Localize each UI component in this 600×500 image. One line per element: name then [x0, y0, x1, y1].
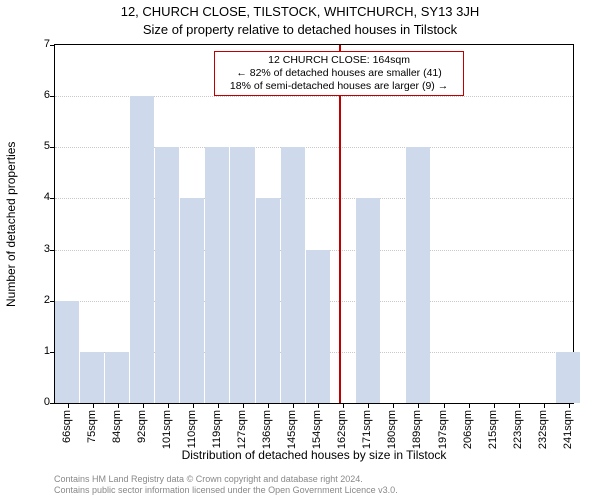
footer-attribution: Contains HM Land Registry data © Crown c…: [0, 474, 600, 497]
x-tick-mark: [343, 403, 344, 408]
x-tick-label: 223sqm: [512, 410, 524, 449]
x-tick-mark: [569, 403, 570, 408]
x-tick-label: 136sqm: [261, 410, 273, 449]
y-tick-label: 4: [24, 191, 50, 203]
annotation-line: ← 82% of detached houses are smaller (41…: [221, 67, 457, 80]
histogram-bar: [80, 352, 104, 403]
reference-line: [339, 45, 341, 403]
x-tick-mark: [243, 403, 244, 408]
y-tick-mark: [50, 198, 55, 199]
x-axis-label: Distribution of detached houses by size …: [54, 448, 574, 462]
footer-line2: Contains public sector information licen…: [54, 485, 600, 496]
histogram-bar: [205, 147, 229, 403]
x-tick-mark: [293, 403, 294, 408]
x-tick-mark: [193, 403, 194, 408]
histogram-bar: [356, 198, 380, 403]
x-tick-mark: [168, 403, 169, 408]
x-tick-label: 215sqm: [487, 410, 499, 449]
x-tick-mark: [494, 403, 495, 408]
x-tick-mark: [93, 403, 94, 408]
x-tick-label: 101sqm: [161, 410, 173, 449]
histogram-bar: [105, 352, 129, 403]
x-tick-mark: [318, 403, 319, 408]
histogram-bar: [306, 250, 330, 403]
x-tick-mark: [218, 403, 219, 408]
histogram-bar: [406, 147, 430, 403]
x-tick-mark: [368, 403, 369, 408]
x-tick-mark: [68, 403, 69, 408]
x-tick-label: 206sqm: [462, 410, 474, 449]
x-tick-label: 66sqm: [61, 410, 73, 443]
x-tick-mark: [544, 403, 545, 408]
y-tick-label: 1: [24, 345, 50, 357]
x-tick-label: 171sqm: [361, 410, 373, 449]
x-tick-label: 162sqm: [336, 410, 348, 449]
x-tick-mark: [143, 403, 144, 408]
histogram-bar: [556, 352, 580, 403]
footer-line1: Contains HM Land Registry data © Crown c…: [54, 474, 600, 485]
chart-subtitle: Size of property relative to detached ho…: [0, 22, 600, 37]
y-tick-mark: [50, 45, 55, 46]
x-tick-label: 119sqm: [211, 410, 223, 448]
x-tick-label: 110sqm: [186, 410, 198, 448]
x-tick-label: 75sqm: [86, 410, 98, 443]
histogram-bar: [281, 147, 305, 403]
x-tick-label: 127sqm: [236, 410, 248, 449]
histogram-bar: [155, 147, 179, 403]
x-tick-label: 189sqm: [411, 410, 423, 449]
x-tick-label: 232sqm: [537, 410, 549, 449]
y-tick-mark: [50, 96, 55, 97]
y-tick-mark: [50, 147, 55, 148]
y-tick-mark: [50, 250, 55, 251]
histogram-bar: [55, 301, 79, 403]
y-tick-label: 0: [24, 396, 50, 408]
y-tick-label: 7: [24, 38, 50, 50]
x-tick-label: 92sqm: [136, 410, 148, 443]
y-tick-label: 5: [24, 140, 50, 152]
x-tick-mark: [519, 403, 520, 408]
y-tick-label: 2: [24, 294, 50, 306]
x-tick-mark: [268, 403, 269, 408]
x-tick-mark: [118, 403, 119, 408]
y-tick-mark: [50, 403, 55, 404]
chart-title: 12, CHURCH CLOSE, TILSTOCK, WHITCHURCH, …: [0, 4, 600, 19]
x-tick-label: 241sqm: [562, 410, 574, 449]
x-tick-mark: [418, 403, 419, 408]
y-tick-label: 3: [24, 243, 50, 255]
x-tick-mark: [469, 403, 470, 408]
histogram-bar: [230, 147, 254, 403]
x-tick-label: 84sqm: [111, 410, 123, 443]
x-tick-label: 180sqm: [386, 410, 398, 449]
x-tick-mark: [393, 403, 394, 408]
histogram-bar: [180, 198, 204, 403]
chart-container: { "title": "12, CHURCH CLOSE, TILSTOCK, …: [0, 0, 600, 500]
x-tick-label: 197sqm: [437, 410, 449, 449]
plot-area: 12 CHURCH CLOSE: 164sqm← 82% of detached…: [54, 44, 574, 404]
histogram-bar: [256, 198, 280, 403]
x-tick-label: 145sqm: [286, 410, 298, 449]
annotation-line: 12 CHURCH CLOSE: 164sqm: [221, 54, 457, 67]
y-tick-label: 6: [24, 89, 50, 101]
y-axis-label: Number of detached properties: [4, 44, 22, 404]
annotation-box: 12 CHURCH CLOSE: 164sqm← 82% of detached…: [214, 51, 464, 96]
x-tick-mark: [444, 403, 445, 408]
histogram-bar: [130, 96, 154, 403]
x-tick-label: 154sqm: [311, 410, 323, 449]
annotation-line: 18% of semi-detached houses are larger (…: [221, 80, 457, 93]
